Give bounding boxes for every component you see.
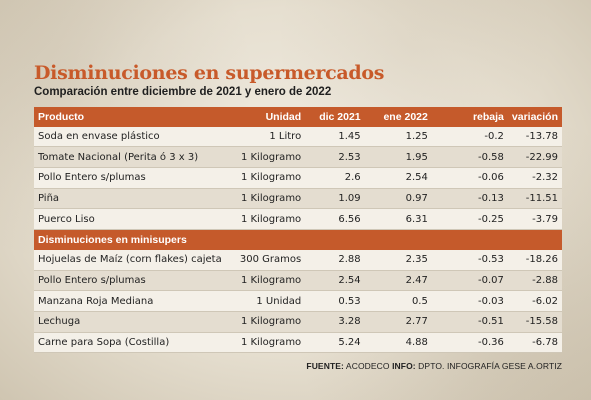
table-row: Hojuelas de Maíz (corn flakes) cajeta 300… bbox=[34, 249, 562, 271]
cell-rebaja: -0.06 bbox=[431, 167, 508, 189]
cell-variacion: -11.51 bbox=[507, 188, 562, 210]
cell-producto: Piña bbox=[34, 188, 226, 210]
cell-variacion: -2.32 bbox=[507, 167, 562, 189]
table-row: Tomate Nacional (Perita ó 3 x 3) 1 Kilogr… bbox=[34, 146, 562, 169]
cell-producto: Tomate Nacional (Perita ó 3 x 3) bbox=[34, 146, 226, 169]
cell-rebaja: -0.13 bbox=[431, 188, 508, 210]
cell-rebaja: -0.51 bbox=[431, 311, 508, 333]
table-row: Carne para Sopa (Costilla) 1 Kilogramo 5.2… bbox=[34, 332, 562, 354]
cell-producto: Lechuga bbox=[34, 311, 226, 333]
cell-variacion: -15.58 bbox=[507, 311, 562, 333]
cell-dic-2021: 5.24 bbox=[305, 332, 365, 354]
cell-variacion: -6.02 bbox=[507, 290, 562, 312]
cell-producto: Puerco Liso bbox=[34, 208, 226, 231]
cell-unidad: 1 Kilogramo bbox=[225, 208, 306, 231]
infographic: Disminuciones en supermercados Comparaci… bbox=[34, 62, 562, 371]
table-row: Puerco Liso 1 Kilogramo 6.56 6.31 -0.25 -3.79 bbox=[34, 208, 562, 231]
cell-rebaja: -0.07 bbox=[431, 270, 508, 292]
cell-ene-2022: 0.97 bbox=[364, 188, 432, 210]
info-value: DPTO. INFOGRAFÍA GESE A.ORTIZ bbox=[415, 361, 562, 372]
cell-rebaja: -0.53 bbox=[431, 249, 508, 271]
cell-rebaja: -0.03 bbox=[431, 290, 508, 312]
cell-ene-2022: 2.54 bbox=[364, 167, 432, 189]
page-subtitle: Comparación entre diciembre de 2021 y en… bbox=[34, 86, 332, 98]
cell-producto: Carne para Sopa (Costilla) bbox=[34, 332, 226, 354]
column-header-ene-2022: ene 2022 bbox=[364, 107, 432, 127]
table-row: Pollo Entero s/plumas 1 Kilogramo 2.54 2.47… bbox=[34, 270, 562, 292]
table-row: Piña 1 Kilogramo 1.09 0.97 -0.13 -11.51 bbox=[34, 188, 562, 210]
cell-unidad: 1 Kilogramo bbox=[225, 167, 306, 189]
source-credit: FUENTE: ACODECO INFO: DPTO. INFOGRAFÍA G… bbox=[34, 361, 562, 371]
cell-dic-2021: 2.6 bbox=[305, 167, 365, 189]
column-header-producto: Producto bbox=[34, 107, 226, 127]
cell-ene-2022: 2.35 bbox=[364, 249, 432, 271]
column-header-unidad: Unidad bbox=[225, 107, 306, 127]
section-header-row: Disminuciones en minisupers bbox=[34, 229, 562, 250]
cell-variacion: -2.88 bbox=[507, 270, 562, 292]
column-header-dic-2021: dic 2021 bbox=[305, 107, 365, 127]
page-title: Disminuciones en supermercados bbox=[34, 62, 385, 84]
info-label: INFO: bbox=[392, 361, 416, 372]
cell-dic-2021: 2.88 bbox=[305, 249, 365, 271]
cell-unidad: 300 Gramos bbox=[225, 249, 306, 271]
cell-dic-2021: 1.45 bbox=[305, 126, 365, 148]
table-header-row: Producto Unidad dic 2021 ene 2022 rebaja… bbox=[34, 107, 562, 127]
cell-unidad: 1 Kilogramo bbox=[225, 146, 306, 169]
cell-unidad: 1 Kilogramo bbox=[225, 188, 306, 210]
cell-dic-2021: 2.53 bbox=[305, 146, 365, 169]
cell-ene-2022: 4.88 bbox=[364, 332, 432, 354]
cell-variacion: -6.78 bbox=[507, 332, 562, 354]
cell-rebaja: -0.58 bbox=[431, 146, 508, 169]
cell-variacion: -18.26 bbox=[507, 249, 562, 271]
column-header-variacion: variación bbox=[507, 107, 562, 127]
cell-ene-2022: 6.31 bbox=[364, 208, 432, 231]
cell-dic-2021: 3.28 bbox=[305, 311, 365, 333]
cell-ene-2022: 2.77 bbox=[364, 311, 432, 333]
cell-rebaja: -0.25 bbox=[431, 208, 508, 231]
cell-unidad: 1 Litro bbox=[225, 126, 306, 148]
cell-ene-2022: 1.25 bbox=[364, 126, 432, 148]
cell-producto: Hojuelas de Maíz (corn flakes) cajeta bbox=[34, 249, 226, 271]
cell-dic-2021: 1.09 bbox=[305, 188, 365, 210]
table-row: Pollo Entero s/plumas 1 Kilogramo 2.6 2.54-… bbox=[34, 167, 562, 189]
cell-ene-2022: 0.5 bbox=[364, 290, 432, 312]
table-row: Soda en envase plástico 1 Litro 1.45 1.25 -0… bbox=[34, 126, 562, 148]
cell-dic-2021: 0.53 bbox=[305, 290, 365, 312]
cell-variacion: -13.78 bbox=[507, 126, 562, 148]
cell-ene-2022: 2.47 bbox=[364, 270, 432, 292]
cell-dic-2021: 6.56 bbox=[305, 208, 365, 231]
cell-variacion: -3.79 bbox=[507, 208, 562, 231]
cell-ene-2022: 1.95 bbox=[364, 146, 432, 169]
cell-rebaja: -0.36 bbox=[431, 332, 508, 354]
cell-producto: Pollo Entero s/plumas bbox=[34, 270, 226, 292]
section-header-minisupers: Disminuciones en minisupers bbox=[34, 229, 562, 250]
table-row: Manzana Roja Mediana 1 Unidad 0.53 0.5 -0.03… bbox=[34, 290, 562, 312]
table-row: Lechuga 1 Kilogramo 3.28 2.77 -0.51 -15.58 bbox=[34, 311, 562, 333]
prices-table: Producto Unidad dic 2021 ene 2022 rebaja… bbox=[34, 107, 562, 354]
cell-unidad: 1 Kilogramo bbox=[225, 311, 306, 333]
column-header-rebaja: rebaja bbox=[431, 107, 508, 127]
source-value: ACODECO bbox=[343, 361, 393, 372]
cell-unidad: 1 Kilogramo bbox=[225, 332, 306, 354]
cell-producto: Pollo Entero s/plumas bbox=[34, 167, 226, 189]
cell-dic-2021: 2.54 bbox=[305, 270, 365, 292]
cell-unidad: 1 Unidad bbox=[225, 290, 306, 312]
cell-variacion: -22.99 bbox=[507, 146, 562, 169]
source-label: FUENTE: bbox=[306, 361, 344, 372]
cell-producto: Soda en envase plástico bbox=[34, 126, 226, 148]
cell-producto: Manzana Roja Mediana bbox=[34, 290, 226, 312]
cell-rebaja: -0.2 bbox=[431, 126, 508, 148]
cell-unidad: 1 Kilogramo bbox=[225, 270, 306, 292]
